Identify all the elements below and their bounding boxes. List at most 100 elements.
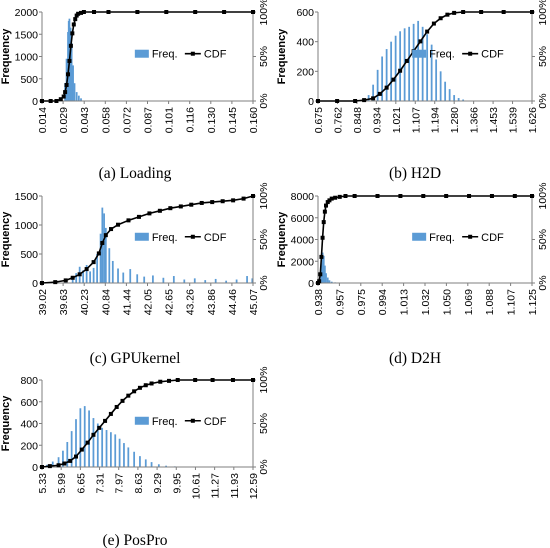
freq-bar	[246, 276, 248, 283]
cdf-marker	[353, 99, 358, 103]
freq-bar	[75, 92, 78, 101]
x-tick-label: 1.194	[430, 107, 442, 133]
freq-bar	[444, 81, 447, 101]
cdf-marker	[64, 82, 69, 87]
y-tick-label: 8000	[291, 191, 315, 203]
y-tick-label: 0	[32, 278, 38, 290]
x-tick-label: 9.29	[152, 473, 164, 494]
y-tick-label: 4000	[291, 235, 315, 247]
freq-bar	[165, 465, 167, 467]
cdf-marker	[398, 68, 403, 73]
x-tick-label: 40.84	[100, 289, 112, 315]
y2-tick-label: 50%	[258, 46, 270, 67]
cdf-marker	[241, 196, 246, 201]
cdf-marker	[343, 194, 348, 198]
cdf-marker	[103, 418, 108, 423]
y-tick-label: 1000	[15, 52, 39, 64]
x-tick-label: 0.938	[313, 289, 325, 315]
freq-bar	[157, 464, 160, 467]
x-tick-label: 0.058	[100, 107, 112, 133]
freq-bar	[172, 276, 175, 283]
freq-bar	[108, 248, 111, 283]
freq-bar	[193, 278, 196, 283]
freq-bar	[390, 41, 393, 101]
cdf-marker	[530, 194, 534, 198]
freq-bar	[394, 35, 397, 102]
cdf-marker	[431, 21, 436, 26]
freq-bar	[439, 71, 442, 101]
cdf-marker	[489, 194, 494, 198]
freq-bar	[104, 227, 107, 283]
freq-bar	[421, 26, 424, 101]
freq-bar	[321, 252, 324, 283]
cdf-marker	[54, 99, 59, 103]
cdf-marker	[337, 194, 342, 199]
freq-bar	[150, 462, 153, 467]
cdf-marker	[375, 194, 380, 198]
cdf-marker	[158, 379, 163, 384]
cdf-marker	[178, 204, 183, 209]
x-tick-label: 0.101	[164, 107, 176, 133]
freq-bar	[235, 279, 238, 283]
cdf-marker	[97, 425, 102, 430]
cdf-marker	[77, 272, 82, 277]
cdf-marker	[147, 211, 152, 216]
freq-bar	[323, 265, 326, 283]
cdf-marker	[321, 220, 326, 225]
freq-bar	[73, 83, 76, 101]
freq-bar	[75, 419, 77, 467]
x-tick-label: 12.59	[248, 473, 260, 499]
cdf-marker	[324, 203, 329, 208]
legend-freq-label: Freq.	[152, 416, 178, 428]
x-tick-label: 5.99	[56, 473, 68, 494]
y-axis-title: Frequency	[0, 28, 12, 85]
cdf-marker	[48, 99, 53, 103]
cdf-marker	[168, 206, 173, 211]
freq-bar	[127, 447, 130, 467]
freq-bar	[408, 26, 411, 101]
y2-tick-label: 100%	[537, 0, 549, 25]
cdf-marker	[63, 278, 68, 283]
freq-bar	[143, 276, 146, 283]
x-tick-label: 43.26	[185, 289, 197, 315]
freq-bar	[430, 44, 433, 101]
cdf-marker	[318, 272, 323, 277]
x-tick-label: 40.23	[79, 289, 91, 315]
freq-bar	[204, 280, 207, 283]
cdf-marker	[40, 99, 44, 103]
cdf-marker	[329, 196, 334, 201]
freq-bar	[75, 273, 78, 283]
cdf-marker	[327, 198, 332, 203]
freq-bar	[92, 267, 95, 283]
freq-bar	[99, 233, 102, 283]
cdf-marker	[167, 378, 172, 383]
freq-bar	[80, 98, 82, 101]
freq-bar	[251, 278, 254, 283]
x-tick-label: 1.013	[399, 289, 411, 315]
x-tick-label: 1.107	[410, 107, 422, 133]
freq-bar	[457, 98, 460, 101]
freq-bar	[69, 27, 72, 101]
y2-tick-label: 50%	[258, 413, 270, 434]
x-tick-label: 41.44	[121, 289, 133, 315]
cdf-marker	[333, 195, 338, 200]
freq-bar	[123, 443, 125, 467]
x-tick-label: 1.125	[527, 289, 539, 315]
x-tick-label: 0.994	[377, 289, 389, 315]
x-tick-label: 1.050	[441, 289, 453, 315]
legend-freq-swatch	[134, 49, 149, 58]
y-tick-label: 2000	[291, 256, 315, 268]
legend-cdf-marker	[190, 418, 195, 423]
cdf-marker	[40, 281, 44, 285]
freq-bar	[111, 260, 114, 283]
y-tick-label: 200	[296, 66, 314, 78]
freq-bar	[426, 34, 429, 101]
freq-bar	[330, 281, 333, 283]
freq-bar	[79, 408, 82, 467]
cdf-marker	[444, 194, 449, 198]
x-tick-label: 8.63	[133, 473, 145, 494]
y-tick-label: 600	[20, 397, 38, 409]
freq-bar	[110, 432, 112, 467]
x-tick-label: 11.27	[210, 473, 222, 499]
